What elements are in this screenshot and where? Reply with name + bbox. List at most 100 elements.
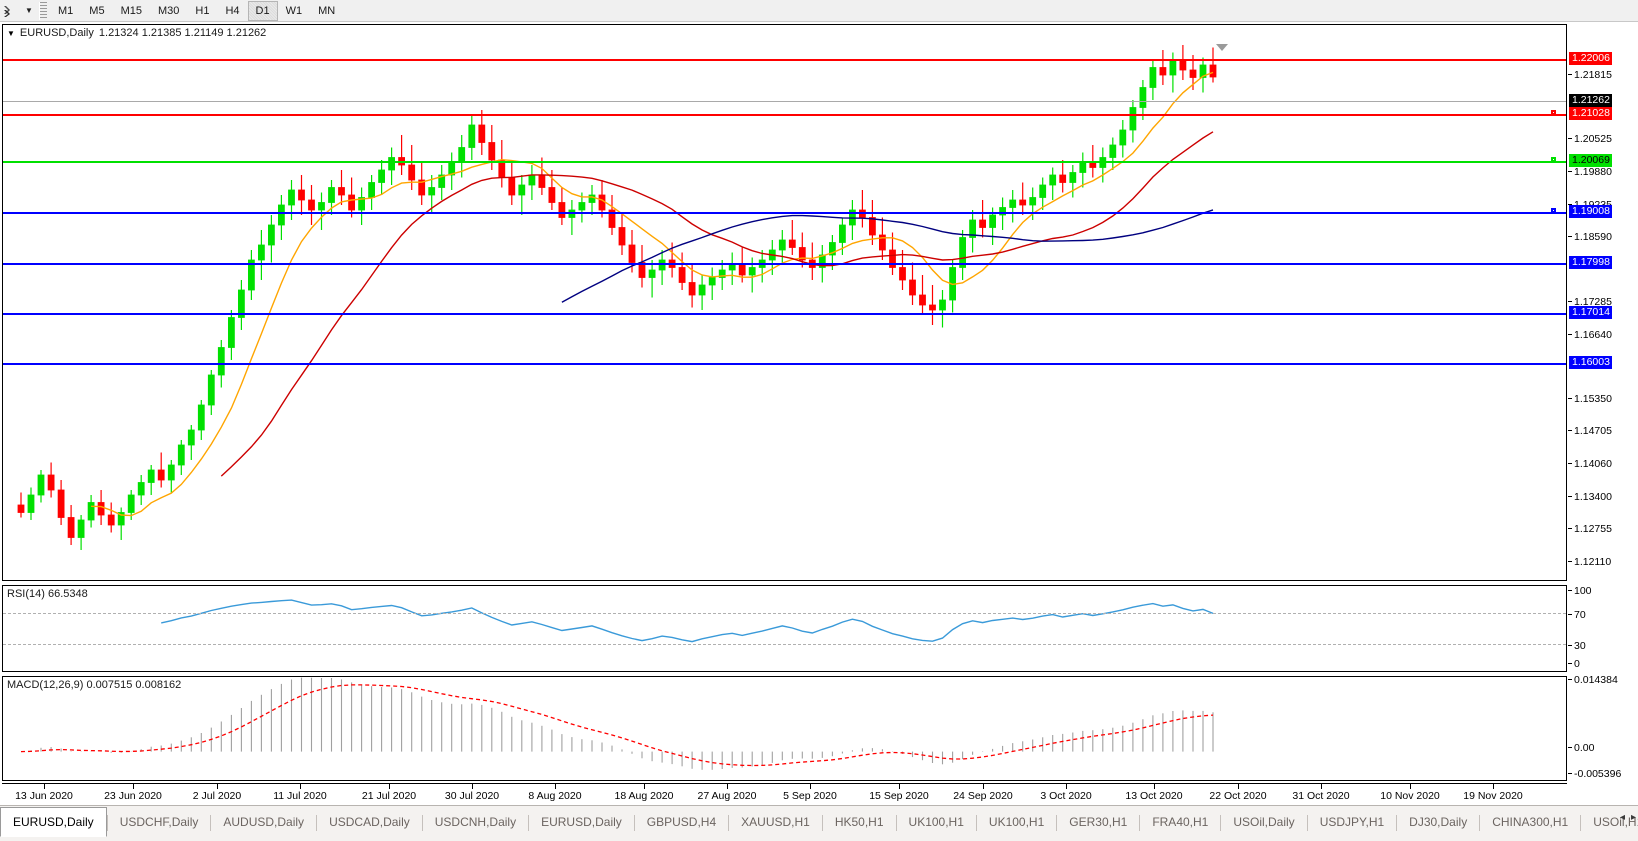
date-tick	[1410, 784, 1411, 789]
date-label-10-Nov-2020: 10 Nov 2020	[1380, 790, 1440, 802]
date-tick	[217, 784, 218, 789]
date-label-23-Jun-2020: 23 Jun 2020	[104, 790, 162, 802]
chart-tab-eurusd-daily[interactable]: EURUSD,Daily	[541, 815, 622, 829]
toolbar-drag-handle[interactable]	[39, 1, 47, 20]
chart-cursor-icon[interactable]	[0, 1, 22, 21]
chart-tab-usdcad-daily[interactable]: USDCAD,Daily	[329, 815, 410, 829]
pane-collapse-icon[interactable]: ▼	[7, 28, 15, 38]
tab-separator	[821, 815, 823, 831]
date-label-31-Oct-2020: 31 Oct 2020	[1292, 790, 1350, 802]
macd-pane[interactable]: MACD(12,26,9) 0.007515 0.008162	[2, 676, 1567, 781]
tab-separator	[1396, 815, 1398, 831]
chart-tab-list: EURUSD,Daily USDCHF,Daily AUDUSD,Daily USDC…	[0, 807, 1638, 837]
timeframe-button-w1[interactable]: W1	[285, 4, 303, 17]
price-tick-1.14705: 1.14705	[1568, 426, 1612, 437]
date-label-21-Jul-2020: 21 Jul 2020	[361, 790, 417, 802]
rsi-plot	[161, 599, 1214, 643]
chart-tab-uk100-h1[interactable]: UK100,H1	[988, 815, 1045, 829]
tab-separator	[1139, 815, 1141, 831]
rsi-guide-30	[3, 643, 1566, 645]
date-tick	[300, 784, 301, 789]
date-tick	[727, 784, 728, 789]
chart-tab-uk100-h1[interactable]: UK100,H1	[908, 815, 964, 829]
price-axis-badge-1.17998[interactable]: 1.17998	[1569, 256, 1612, 269]
price-level-line-1.17014[interactable]	[3, 313, 1566, 315]
chart-tab-xauusd-h1[interactable]: XAUUSD,H1	[741, 815, 810, 829]
timeframe-button-m15[interactable]: M15	[120, 4, 142, 17]
price-level-line-1.16003[interactable]	[3, 363, 1566, 365]
price-tick-1.13400: 1.13400	[1568, 492, 1612, 503]
tab-separator	[106, 815, 108, 831]
price-level-line-1.21028[interactable]	[3, 114, 1566, 116]
date-axis[interactable]: 13 Jun 2020 23 Jun 2020 2 Jul 2020 11 Jul 2…	[2, 783, 1567, 805]
rsi-guide-70	[3, 613, 1566, 615]
chart-tab-usoil-h1[interactable]: USOil,H1	[1593, 815, 1638, 829]
chart-tab-eurusd-daily[interactable]: EURUSD,Daily	[0, 807, 107, 837]
price-level-handle-1.21028[interactable]	[1551, 110, 1556, 115]
price-axis[interactable]: 1.218151.205251.198801.192351.185901.172…	[1568, 24, 1638, 601]
rsi-pane[interactable]: RSI(14) 66.5348	[2, 585, 1567, 672]
chart-tab-usdcnh-daily[interactable]: USDCNH,Daily	[434, 815, 517, 829]
chart-ohlc-values: 1.21324 1.21385 1.21149 1.21262	[98, 27, 267, 39]
date-tick	[983, 784, 984, 789]
price-axis-badge-1.19008[interactable]: 1.19008	[1569, 205, 1612, 218]
chart-area: ▼ EURUSD,Daily 1.21324 1.21385 1.21149 1…	[0, 22, 1638, 805]
price-axis-badge-1.21262[interactable]: 1.21262	[1569, 94, 1612, 107]
date-label-30-Jul-2020: 30 Jul 2020	[444, 790, 500, 802]
tab-separator	[1580, 815, 1582, 831]
chart-tab-fra40-h1[interactable]: FRA40,H1	[1152, 815, 1209, 829]
timeframe-button-m1[interactable]: M1	[58, 4, 74, 17]
timeframe-button-d1[interactable]: D1	[247, 0, 278, 21]
price-level-handle-1.20069[interactable]	[1551, 157, 1556, 162]
chevron-down-icon[interactable]: ▼	[25, 6, 33, 15]
macd-indicator-label: MACD(12,26,9) 0.007515 0.008162	[7, 679, 182, 691]
chart-tab-hk50-h1[interactable]: HK50,H1	[834, 815, 884, 829]
tab-scroll-right-icon[interactable]: ▸	[1630, 812, 1636, 823]
tab-separator	[1306, 815, 1308, 831]
date-tick	[1493, 784, 1494, 789]
chart-tab-ger30-h1[interactable]: GER30,H1	[1069, 815, 1128, 829]
price-tick-1.14060: 1.14060	[1568, 459, 1612, 470]
price-level-line-1.22006[interactable]	[3, 59, 1566, 61]
price-axis-badge-1.17014[interactable]: 1.17014	[1569, 306, 1612, 319]
price-axis-badge-1.22006[interactable]: 1.22006	[1569, 52, 1612, 65]
chart-tab-audusd-daily[interactable]: AUDUSD,Daily	[223, 815, 305, 829]
price-level-line-1.20069[interactable]	[3, 161, 1566, 163]
date-label-8-Aug-2020: 8 Aug 2020	[528, 790, 582, 802]
price-level-line-1.21262[interactable]	[3, 101, 1566, 102]
timeframe-button-h1[interactable]: H1	[195, 4, 210, 17]
timeframe-button-m30[interactable]: M30	[157, 4, 180, 17]
timeframe-button-m5[interactable]: M5	[89, 4, 105, 17]
macd-axis: 0.014384 0.00 -0.005396	[1568, 675, 1638, 781]
price-axis-badge-1.21028[interactable]: 1.21028	[1569, 107, 1612, 120]
price-tick-1.19880: 1.19880	[1568, 167, 1612, 178]
tab-scroll-left-icon[interactable]: ◂	[1619, 812, 1625, 823]
price-level-line-1.19008[interactable]	[3, 212, 1566, 214]
price-level-handle-1.19008[interactable]	[1551, 208, 1556, 213]
macd-plot	[20, 677, 1214, 770]
date-label-19-Nov-2020: 19 Nov 2020	[1463, 790, 1523, 802]
rsi-tick-0: 0	[1568, 659, 1580, 670]
chart-tab-dj30-daily[interactable]: DJ30,Daily	[1409, 815, 1468, 829]
date-tick	[472, 784, 473, 789]
timeframe-button-h4[interactable]: H4	[225, 4, 240, 17]
price-level-line-1.17998[interactable]	[3, 263, 1566, 265]
chart-scroll-marker-icon[interactable]	[1216, 44, 1228, 52]
chart-tab-usoil-daily[interactable]: USOil,Daily	[1233, 815, 1295, 829]
date-tick	[389, 784, 390, 789]
tab-scroll-controls[interactable]: ◂ ▸	[1620, 812, 1636, 823]
price-tick-1.16640: 1.16640	[1568, 330, 1612, 341]
chart-tab-gbpusd-h4[interactable]: GBPUSD,H4	[646, 815, 717, 829]
chart-tab-usdchf-daily[interactable]: USDCHF,Daily	[119, 815, 199, 829]
price-pane[interactable]: ▼ EURUSD,Daily 1.21324 1.21385 1.21149 1…	[2, 24, 1567, 581]
date-tick	[44, 784, 45, 789]
price-axis-badge-1.20069[interactable]: 1.20069	[1569, 154, 1612, 167]
date-label-18-Aug-2020: 18 Aug 2020	[614, 790, 674, 802]
chart-tab-china300-h1[interactable]: CHINA300,H1	[1492, 815, 1569, 829]
timeframe-button-mn[interactable]: MN	[318, 4, 336, 17]
price-axis-badge-1.16003[interactable]: 1.16003	[1569, 356, 1612, 369]
chart-tab-usdjpy-h1[interactable]: USDJPY,H1	[1319, 815, 1385, 829]
date-tick	[899, 784, 900, 789]
price-tick-1.12110: 1.12110	[1568, 557, 1611, 568]
